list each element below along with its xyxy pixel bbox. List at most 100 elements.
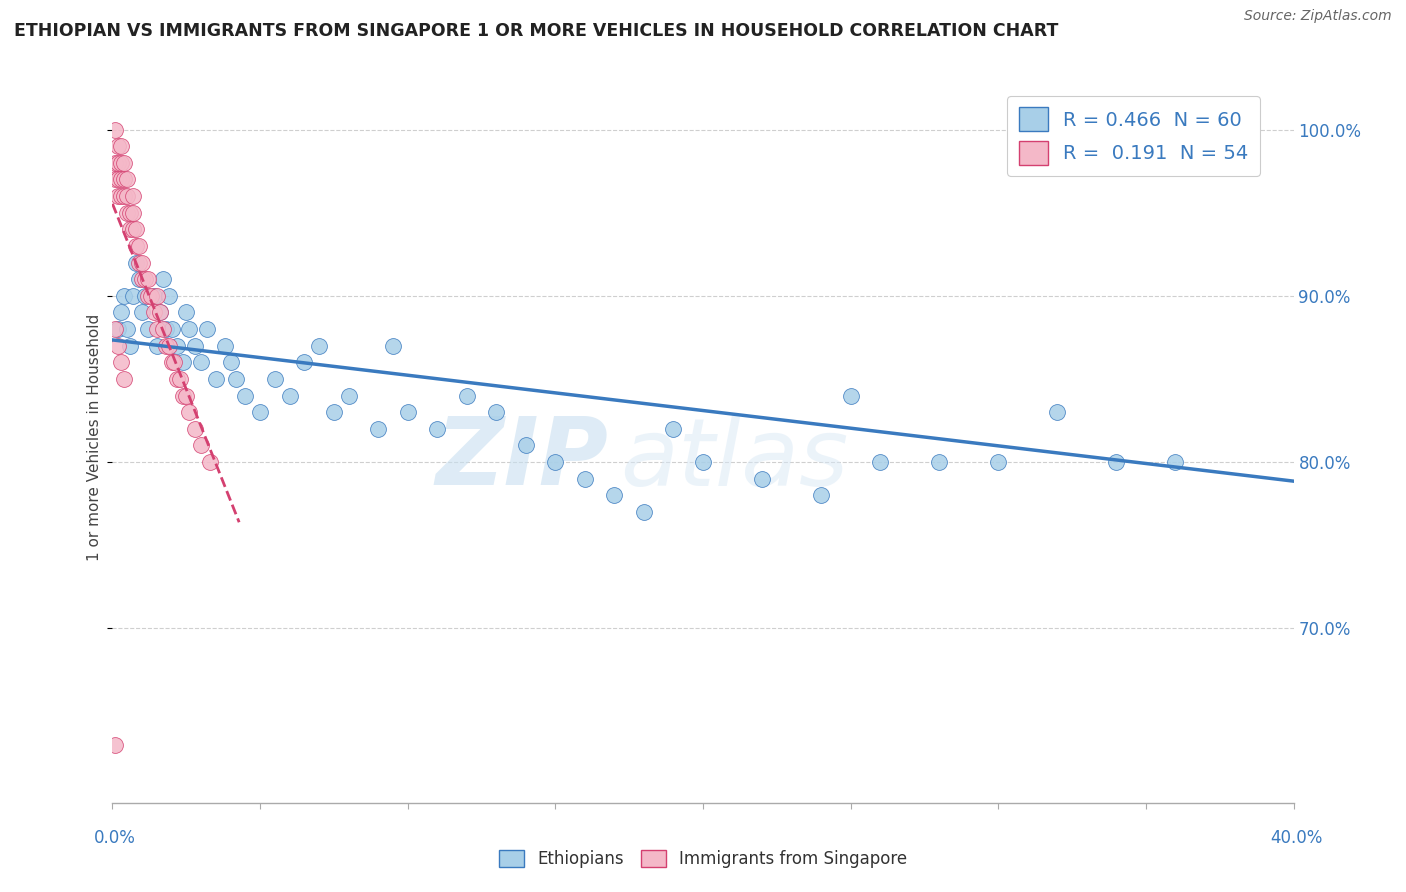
Point <box>172 388 194 402</box>
Point <box>110 189 132 203</box>
Point <box>104 322 127 336</box>
Text: 40.0%: 40.0% <box>1270 829 1323 847</box>
Point <box>485 405 508 419</box>
Point <box>169 372 191 386</box>
Point <box>110 305 132 319</box>
Point <box>214 338 236 352</box>
Point <box>426 422 449 436</box>
Point <box>751 472 773 486</box>
Point <box>174 388 197 402</box>
Point <box>120 222 142 236</box>
Point <box>128 272 150 286</box>
Point <box>396 405 419 419</box>
Point <box>146 289 169 303</box>
Point <box>337 388 360 402</box>
Point <box>839 388 862 402</box>
Point <box>367 422 389 436</box>
Point <box>134 289 156 303</box>
Point <box>125 222 148 236</box>
Point <box>308 338 330 352</box>
Point <box>633 505 655 519</box>
Point <box>112 289 135 303</box>
Point <box>136 289 159 303</box>
Point <box>107 338 129 352</box>
Point <box>149 305 172 319</box>
Point <box>110 155 132 169</box>
Text: ZIP: ZIP <box>436 413 609 505</box>
Point <box>172 355 194 369</box>
Point <box>574 472 596 486</box>
Point <box>987 455 1010 469</box>
Point <box>125 239 148 253</box>
Point <box>810 488 832 502</box>
Point <box>152 272 174 286</box>
Point <box>136 322 159 336</box>
Point <box>603 488 626 502</box>
Point <box>122 222 145 236</box>
Point <box>131 272 153 286</box>
Point <box>104 155 127 169</box>
Point <box>515 438 537 452</box>
Point <box>1223 122 1246 136</box>
Point <box>120 205 142 219</box>
Legend: Ethiopians, Immigrants from Singapore: Ethiopians, Immigrants from Singapore <box>492 844 914 875</box>
Point <box>869 455 891 469</box>
Point <box>198 455 221 469</box>
Point <box>157 338 180 352</box>
Point <box>122 189 145 203</box>
Point <box>225 372 247 386</box>
Point <box>120 338 142 352</box>
Point <box>131 305 153 319</box>
Point <box>104 172 127 186</box>
Point <box>184 338 207 352</box>
Point <box>1105 455 1128 469</box>
Text: 0.0%: 0.0% <box>94 829 136 847</box>
Point <box>110 355 132 369</box>
Point <box>107 189 129 203</box>
Point <box>152 322 174 336</box>
Point <box>190 438 212 452</box>
Text: ETHIOPIAN VS IMMIGRANTS FROM SINGAPORE 1 OR MORE VEHICLES IN HOUSEHOLD CORRELATI: ETHIOPIAN VS IMMIGRANTS FROM SINGAPORE 1… <box>14 22 1059 40</box>
Point <box>264 372 287 386</box>
Point <box>195 322 218 336</box>
Point <box>136 272 159 286</box>
Point <box>142 305 165 319</box>
Point <box>928 455 950 469</box>
Point <box>382 338 405 352</box>
Point <box>104 738 127 752</box>
Point <box>139 289 162 303</box>
Point <box>110 139 132 153</box>
Point <box>112 372 135 386</box>
Text: atlas: atlas <box>620 414 849 505</box>
Point <box>107 155 129 169</box>
Point <box>155 338 177 352</box>
Point <box>131 255 153 269</box>
Point <box>112 155 135 169</box>
Point <box>278 388 301 402</box>
Point <box>104 122 127 136</box>
Point <box>134 272 156 286</box>
Y-axis label: 1 or more Vehicles in Household: 1 or more Vehicles in Household <box>87 313 101 561</box>
Point <box>1046 405 1069 419</box>
Point <box>142 289 165 303</box>
Point <box>122 205 145 219</box>
Point <box>107 139 129 153</box>
Text: Source: ZipAtlas.com: Source: ZipAtlas.com <box>1244 9 1392 23</box>
Point <box>117 322 138 336</box>
Point <box>179 322 201 336</box>
Point <box>179 405 201 419</box>
Point <box>292 355 315 369</box>
Point <box>190 355 212 369</box>
Point <box>128 255 150 269</box>
Point <box>544 455 567 469</box>
Point <box>128 239 150 253</box>
Point <box>160 355 183 369</box>
Point <box>662 422 685 436</box>
Point <box>125 255 148 269</box>
Point <box>155 322 177 336</box>
Point <box>456 388 478 402</box>
Point <box>157 289 180 303</box>
Point <box>233 388 256 402</box>
Point <box>117 172 138 186</box>
Point <box>205 372 228 386</box>
